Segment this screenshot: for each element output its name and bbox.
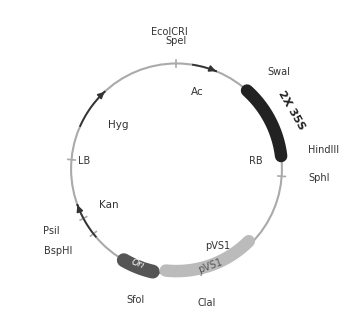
Text: HindIII: HindIII xyxy=(308,146,339,155)
Text: Hyg: Hyg xyxy=(108,120,128,130)
Text: ClaI: ClaI xyxy=(197,298,216,308)
Text: SfoI: SfoI xyxy=(126,295,145,305)
Text: EcoICRI: EcoICRI xyxy=(151,27,188,36)
Text: SpeI: SpeI xyxy=(166,36,187,46)
Text: BspHI: BspHI xyxy=(44,245,72,255)
Text: RB: RB xyxy=(249,156,262,166)
Text: LB: LB xyxy=(78,156,91,166)
Text: Ori: Ori xyxy=(130,257,146,270)
Text: SphI: SphI xyxy=(309,173,330,183)
Text: Kan: Kan xyxy=(99,200,119,210)
Text: Ac: Ac xyxy=(191,87,204,97)
Text: SwaI: SwaI xyxy=(267,67,290,77)
Text: pVS1: pVS1 xyxy=(205,241,231,251)
Text: pVS1: pVS1 xyxy=(196,256,223,275)
Text: PsiI: PsiI xyxy=(43,226,59,236)
Text: 2X 35S: 2X 35S xyxy=(276,89,307,132)
